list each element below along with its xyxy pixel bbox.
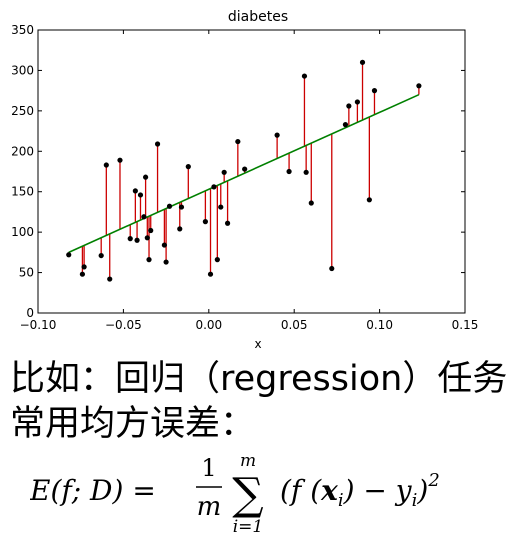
data-point	[137, 192, 144, 198]
data-point	[207, 271, 214, 277]
data-point	[177, 226, 183, 232]
data-point	[144, 235, 150, 241]
data-point	[308, 200, 314, 206]
data-point	[359, 59, 366, 65]
regression-line	[68, 93, 420, 254]
data-point	[143, 174, 149, 180]
data-point	[161, 242, 167, 248]
data-point	[354, 99, 360, 105]
x-axis-ticks: −0.10 −0.05 0.00 0.05 0.10 0.15	[20, 30, 479, 332]
y-tick-label: 250	[11, 104, 34, 118]
data-point	[141, 214, 147, 220]
caption-line-1: 比如：回归（regression）任务	[10, 359, 508, 399]
data-point	[163, 259, 169, 265]
x-tick-label: −0.05	[105, 318, 142, 332]
data-point	[79, 271, 86, 277]
data-point	[81, 264, 87, 270]
formula-sum-lower: i=1	[233, 517, 264, 536]
chart-title: diabetes	[228, 9, 288, 25]
data-point	[366, 197, 372, 203]
x-tick-label: −0.10	[20, 318, 57, 332]
formula-body: (f (xi) − yi)2	[280, 470, 440, 511]
y-tick-label: 200	[11, 144, 34, 158]
data-point	[154, 141, 161, 147]
data-point	[329, 265, 335, 272]
data-point	[107, 276, 113, 282]
y-tick-label: 100	[11, 225, 34, 239]
data-point	[301, 73, 308, 79]
formula-xi-sub: i	[338, 490, 344, 511]
y-tick-label: 300	[11, 63, 34, 77]
x-axis-label: x	[254, 337, 261, 351]
y-tick-label: 350	[11, 23, 34, 37]
mse-formula: E(f; D) = 1 m m ∑ i=1 (f (xi) − yi)2	[30, 452, 440, 536]
data-point	[416, 83, 422, 89]
data-point	[178, 204, 185, 210]
y-tick-label: 0	[26, 306, 34, 320]
data-point	[98, 252, 104, 259]
x-tick-label: 0.10	[366, 318, 393, 332]
data-point	[221, 169, 227, 175]
data-point	[66, 252, 72, 258]
formula-lhs: E(f; D) =	[30, 474, 156, 507]
data-point	[224, 220, 231, 226]
data-point	[235, 138, 241, 145]
formula-sum-upper: m	[240, 452, 256, 471]
regression-line-group	[68, 93, 420, 254]
data-point	[211, 184, 217, 190]
data-point	[202, 219, 208, 225]
data-point	[117, 157, 123, 163]
formula-mid: ) − y	[343, 474, 413, 507]
x-tick-label: 0.15	[452, 318, 479, 332]
y-tick-label: 50	[19, 266, 34, 280]
caption-line-2: 常用均方误差：	[10, 404, 256, 444]
data-point	[185, 164, 191, 170]
formula-xi-base: x	[320, 474, 338, 507]
data-point	[214, 257, 220, 263]
data-point	[218, 204, 224, 210]
plot-area	[37, 29, 466, 314]
formula-body-open: (f (	[280, 474, 322, 507]
formula-frac-num: 1	[201, 454, 216, 482]
formula-sum-symbol: ∑	[232, 469, 263, 520]
residual-lines	[68, 62, 420, 280]
data-point	[146, 257, 152, 263]
data-point	[134, 237, 140, 243]
data-point	[242, 166, 248, 172]
y-tick-label: 150	[11, 185, 34, 199]
formula-frac-den: m	[197, 492, 222, 522]
y-axis-ticks: 0 50 100 150 200 250 300 350	[11, 23, 465, 320]
x-tick-label: 0.05	[281, 318, 308, 332]
data-point	[148, 227, 154, 234]
data-point	[103, 162, 109, 168]
data-points	[66, 59, 422, 282]
data-point	[371, 88, 378, 94]
data-point	[303, 169, 309, 175]
data-point	[166, 203, 173, 209]
data-point	[346, 103, 352, 109]
data-point	[342, 122, 349, 128]
chart: diabetes 0 50 100 150 200 250 300 350 −0.10 −0.0…	[11, 9, 479, 351]
formula-exponent: 2	[427, 470, 439, 491]
data-point	[132, 188, 138, 194]
data-point	[127, 236, 133, 242]
data-point	[286, 168, 292, 175]
data-point	[274, 132, 280, 138]
x-tick-label: 0.00	[195, 318, 222, 332]
formula-yi-sub: i	[412, 490, 418, 511]
formula-close: )	[416, 474, 428, 507]
